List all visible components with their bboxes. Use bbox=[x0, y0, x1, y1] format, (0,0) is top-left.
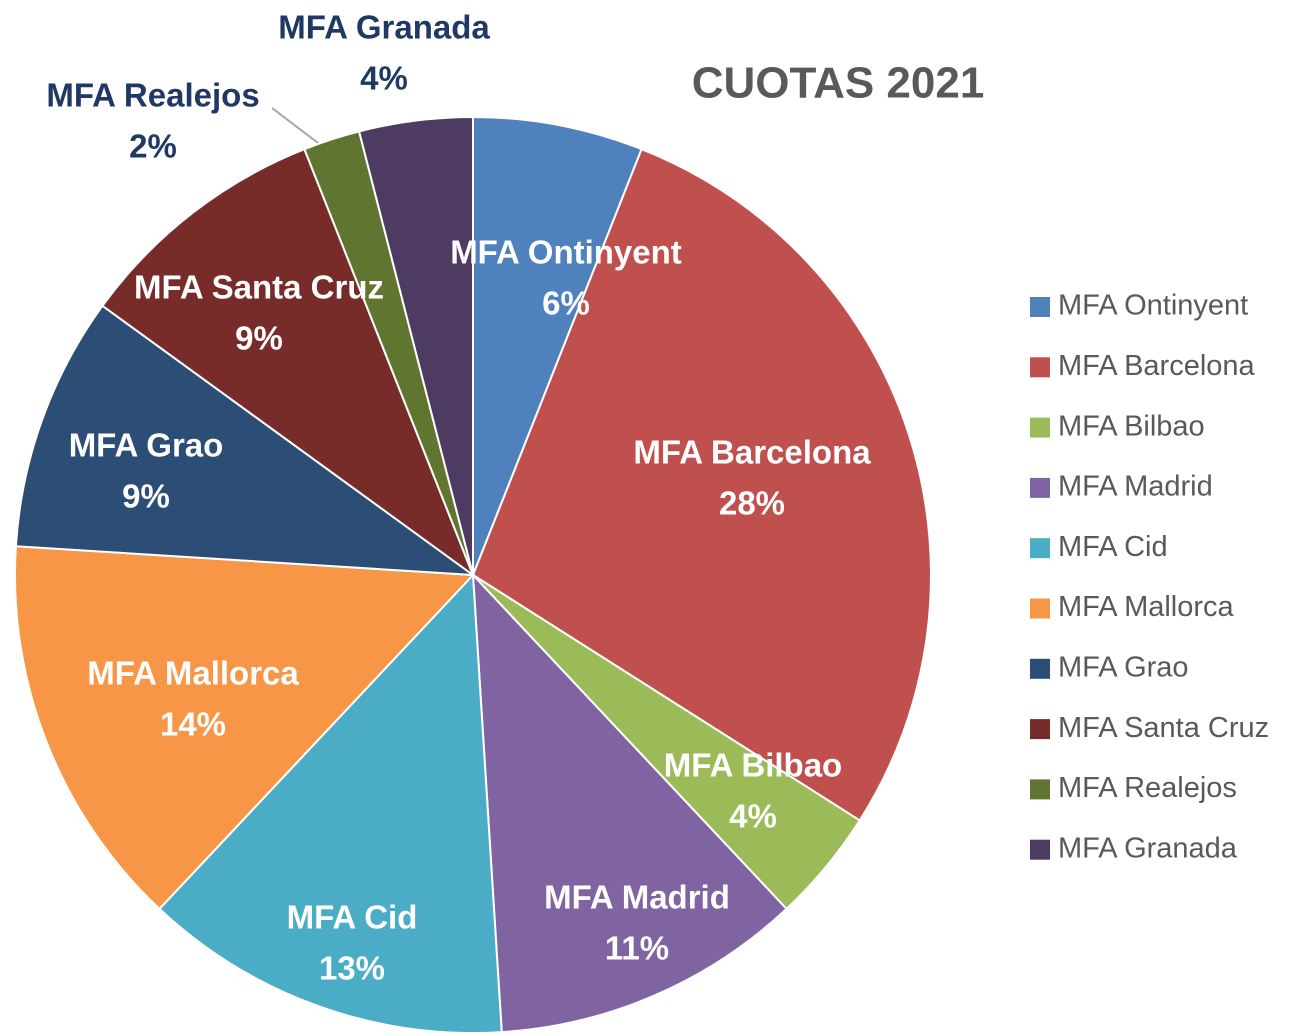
data-label-value: 14% bbox=[160, 706, 226, 743]
legend-swatch bbox=[1030, 779, 1050, 800]
legend-label: MFA Granada bbox=[1058, 832, 1238, 864]
data-label-name: MFA Bilbao bbox=[664, 747, 842, 784]
pie-slice bbox=[101, 147, 476, 578]
data-label-value: 11% bbox=[605, 930, 669, 967]
legend-swatch bbox=[1030, 357, 1050, 378]
legend-swatch bbox=[1030, 658, 1050, 679]
data-label-name: MFA Realejos bbox=[46, 77, 259, 114]
data-label-value: 4% bbox=[360, 60, 408, 97]
pie-slice bbox=[158, 572, 503, 1034]
data-label-value: 9% bbox=[235, 320, 283, 357]
legend-label: MFA Ontinyent bbox=[1058, 290, 1248, 322]
data-label-name: MFA Grao bbox=[69, 427, 224, 464]
data-label-value: 4% bbox=[729, 798, 777, 835]
legend-label: MFA Grao bbox=[1058, 651, 1189, 683]
data-label-value: 13% bbox=[319, 950, 385, 987]
legend-swatch bbox=[1030, 477, 1050, 498]
data-label-name: MFA Ontinyent bbox=[450, 234, 682, 271]
legend-label: MFA Mallorca bbox=[1058, 591, 1235, 623]
data-label-name: MFA Barcelona bbox=[633, 434, 871, 471]
pie-slice bbox=[14, 304, 477, 577]
data-label-value: 28% bbox=[719, 485, 785, 522]
pie-slice bbox=[472, 115, 643, 576]
legend-swatch bbox=[1030, 598, 1050, 619]
legend-label: MFA Realejos bbox=[1058, 772, 1237, 804]
data-label-value: 9% bbox=[122, 478, 170, 515]
legend-swatch bbox=[1030, 538, 1050, 559]
data-label-name: MFA Madrid bbox=[544, 879, 730, 916]
chart-title: CUOTAS 2021 bbox=[692, 59, 985, 108]
legend-swatch bbox=[1030, 719, 1050, 740]
pie-slice bbox=[357, 115, 474, 576]
data-label-name: MFA Cid bbox=[287, 899, 418, 936]
legend-swatch bbox=[1030, 297, 1050, 317]
pie-slice bbox=[14, 545, 476, 911]
legend-swatch bbox=[1030, 839, 1050, 860]
legend-label: MFA Bilbao bbox=[1058, 410, 1205, 442]
legend-label: MFA Barcelona bbox=[1058, 350, 1256, 382]
legend-label: MFA Madrid bbox=[1058, 471, 1213, 503]
pie-slice bbox=[471, 147, 932, 822]
pie-slice bbox=[471, 572, 788, 1034]
data-label-name: MFA Santa Cruz bbox=[134, 269, 384, 306]
data-label-value: 2% bbox=[129, 128, 177, 165]
leader-line bbox=[271, 107, 323, 147]
data-label-name: MFA Granada bbox=[278, 9, 490, 46]
legend-label: MFA Santa Cruz bbox=[1058, 712, 1269, 744]
legend-label: MFA Cid bbox=[1058, 531, 1168, 563]
data-label-name: MFA Mallorca bbox=[87, 655, 299, 692]
data-label-value: 6% bbox=[542, 285, 590, 322]
legend-swatch bbox=[1030, 417, 1050, 438]
